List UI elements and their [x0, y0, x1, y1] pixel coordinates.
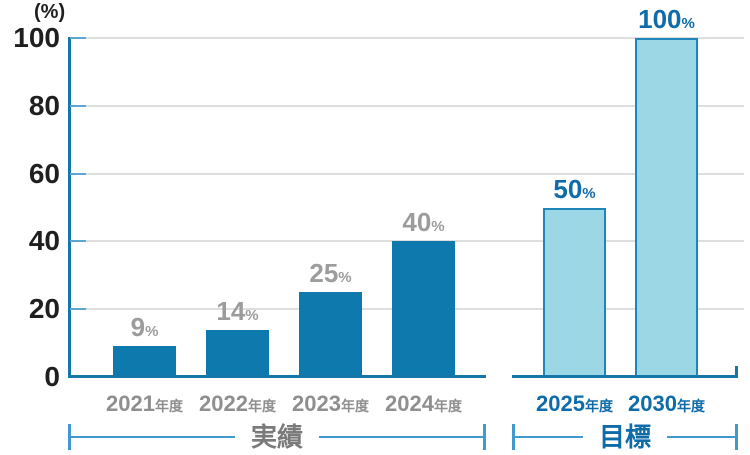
y-axis-tick-label: 80	[28, 89, 60, 121]
bar-value-label-2021: 9%	[130, 312, 159, 343]
y-axis-tick-label: 100	[13, 22, 60, 53]
y-axis-unit-label: (%)	[34, 1, 66, 23]
bar-2025	[543, 207, 606, 377]
bracket-cap	[483, 424, 487, 450]
y-axis-tick-label: 40	[28, 225, 60, 257]
bracket-actual: 実績	[68, 422, 487, 452]
x-axis-label-2024: 2024年度	[385, 391, 462, 416]
gridline	[70, 172, 744, 175]
bar-value-label-2022: 14%	[216, 295, 259, 326]
y-axis-tick-label: 20	[28, 293, 60, 325]
gridline	[70, 37, 744, 39]
bracket-line	[515, 436, 583, 438]
x-axis-label-2030: 2030年度	[628, 391, 705, 416]
y-axis-tick	[70, 172, 86, 175]
y-axis-tick	[70, 308, 86, 311]
x-axis-endcap	[735, 366, 738, 378]
x-axis-line-actual	[68, 375, 486, 378]
x-axis-label-2023: 2023年度	[292, 391, 369, 416]
bracket-cap	[68, 424, 71, 450]
bar-2023	[299, 292, 362, 377]
gridline	[70, 104, 744, 107]
bar-2024	[392, 241, 455, 377]
bar-value-label-2023: 25%	[309, 258, 352, 289]
y-axis-line	[68, 37, 71, 378]
x-axis-label-2022: 2022年度	[199, 391, 276, 416]
y-axis-tick	[70, 240, 86, 243]
y-axis-tick	[70, 37, 86, 39]
bar-2021	[113, 346, 176, 377]
y-axis-tick	[70, 104, 86, 107]
x-axis-label-2025: 2025年度	[536, 391, 613, 416]
bar-2030	[635, 38, 698, 377]
bracket-line	[319, 436, 484, 438]
bar-value-label-2025: 50%	[553, 173, 596, 204]
bracket-target: 目標	[512, 422, 739, 452]
x-axis-line-target	[512, 375, 738, 378]
bracket-cap	[512, 424, 515, 450]
bracket-line	[667, 436, 736, 438]
bar-value-label-2030: 100%	[638, 4, 695, 34]
bracket-label-target: 目標	[599, 422, 652, 452]
y-axis-tick-label: 60	[28, 157, 60, 189]
x-axis-label-2021: 2021年度	[106, 391, 183, 416]
bracket-cap	[735, 424, 739, 450]
y-axis-tick-label: 0	[44, 361, 60, 392]
bracket-line	[71, 436, 235, 438]
bar-value-label-2024: 40%	[402, 207, 445, 238]
bar-2022	[206, 329, 269, 377]
bracket-label-actual: 実績	[251, 422, 304, 452]
